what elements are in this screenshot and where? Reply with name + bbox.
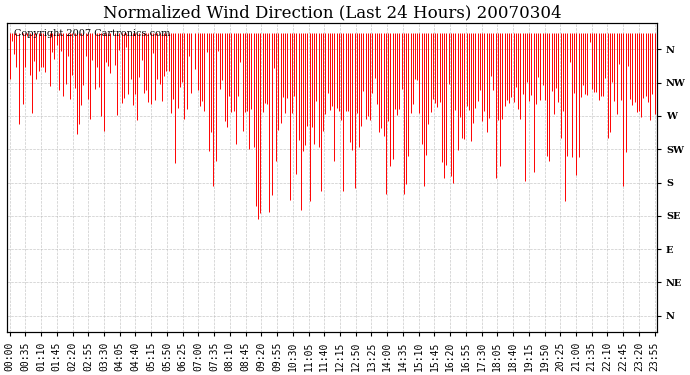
Text: Copyright 2007 Cartronics.com: Copyright 2007 Cartronics.com xyxy=(14,29,170,38)
Title: Normalized Wind Direction (Last 24 Hours) 20070304: Normalized Wind Direction (Last 24 Hours… xyxy=(103,4,562,21)
